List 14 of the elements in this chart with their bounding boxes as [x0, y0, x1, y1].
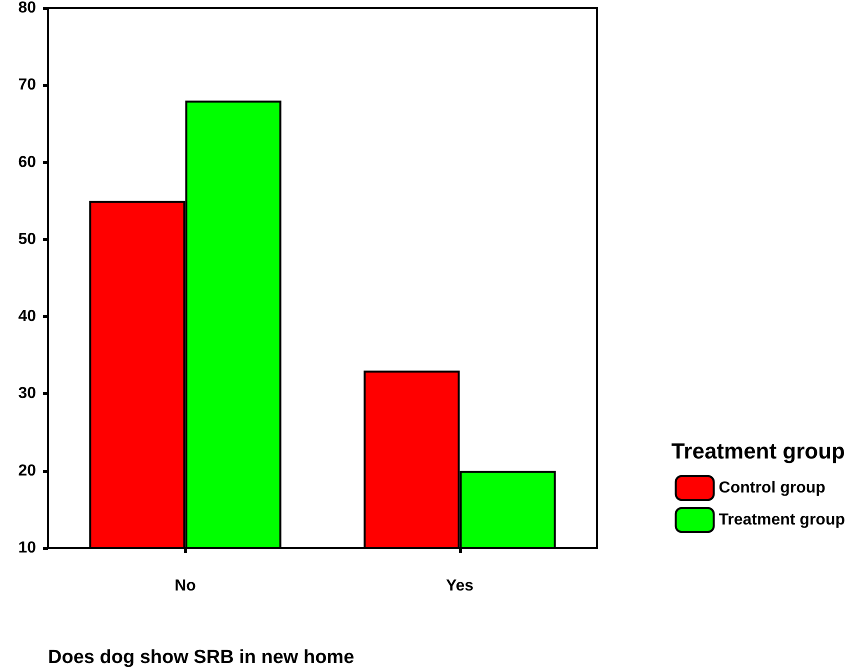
y-tick-label: 80 — [18, 0, 36, 16]
y-tick-label: 50 — [18, 230, 36, 248]
legend-label: Treatment group — [718, 512, 846, 528]
x-tick-label: No — [174, 578, 196, 594]
y-tick-label: 40 — [18, 308, 36, 326]
legend-label: Control group — [718, 480, 826, 496]
y-tick-label: 70 — [18, 76, 36, 94]
y-tick-label: 10 — [18, 540, 36, 556]
x-axis-title: Does dog show SRB in new home — [48, 647, 354, 668]
x-tick-label: Yes — [446, 578, 474, 594]
legend-title: Treatment group — [671, 438, 846, 464]
y-tick-label: 30 — [18, 385, 36, 402]
y-tick-label: 20 — [18, 462, 36, 480]
y-tick-label: 60 — [18, 154, 36, 171]
